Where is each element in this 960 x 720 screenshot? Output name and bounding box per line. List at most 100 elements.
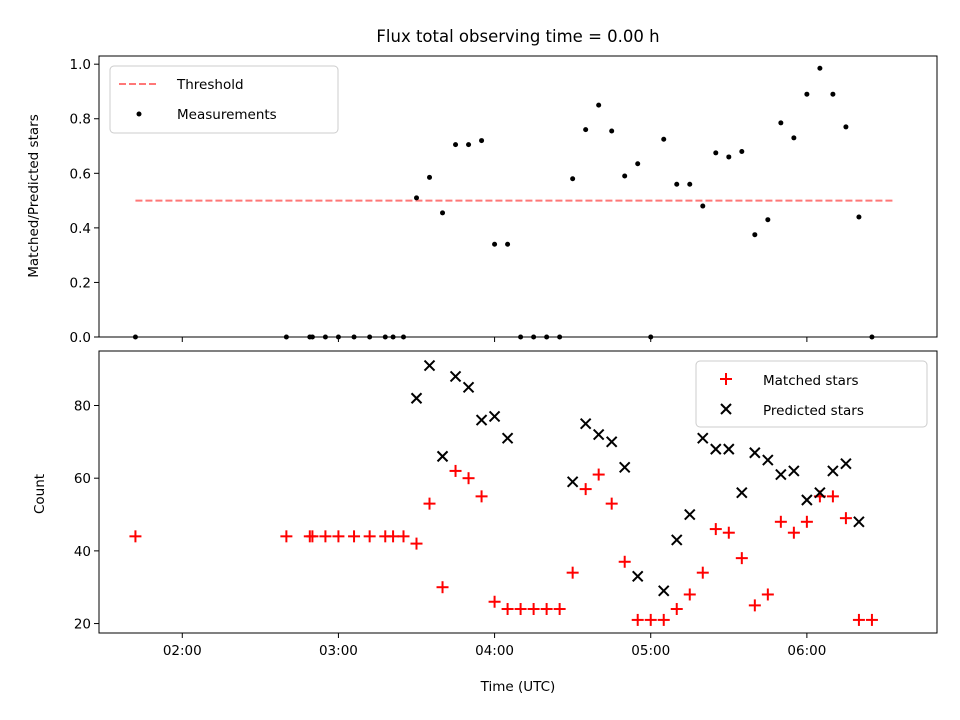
predicted-star-point-3 (449, 370, 462, 383)
matched-star-point-3 (306, 530, 319, 543)
measurement-point-34 (713, 150, 719, 156)
predicted-star-point-4 (462, 381, 475, 394)
matched-star-point-18 (501, 603, 514, 616)
predicted-star-point-25 (801, 494, 813, 506)
predicted-star-point-22 (762, 454, 774, 466)
measurement-point-11 (414, 195, 420, 201)
measurement-point-44 (843, 124, 849, 130)
matched-star-point-13 (436, 581, 449, 594)
top-y-tick-label-2: 0.4 (70, 221, 91, 237)
predicted-star-point-6 (488, 410, 501, 423)
measurement-point-12 (427, 174, 433, 180)
matched-star-point-0 (129, 530, 142, 543)
measurement-point-38 (765, 217, 771, 223)
matched-star-point-21 (540, 603, 553, 616)
top-y-axis-label: Matched/Predicted stars (26, 114, 42, 277)
measurement-point-27 (622, 173, 628, 179)
matched-star-point-22 (553, 603, 566, 616)
predicted-star-point-29 (853, 516, 865, 528)
matched-star-point-43 (826, 490, 839, 503)
measurement-point-13 (440, 210, 446, 216)
top-plot-frame (98, 55, 938, 338)
top-y-tick-label-3: 0.6 (70, 166, 91, 182)
bottom-y-tick-label-2: 60 (74, 471, 91, 487)
matched-star-point-4 (319, 530, 332, 543)
bottom-y-tick-label-0: 20 (74, 617, 91, 633)
bottom-x-tick-label-4: 06:00 (787, 643, 826, 659)
measurement-point-15 (466, 142, 472, 148)
top-y-tick-label-1: 0.2 (70, 275, 91, 291)
matched-star-point-20 (527, 603, 540, 616)
matched-star-point-45 (852, 613, 865, 626)
matched-star-point-28 (631, 613, 644, 626)
predicted-star-point-23 (775, 468, 787, 481)
measurement-point-17 (492, 241, 498, 247)
predicted-star-point-13 (632, 570, 644, 583)
predicted-star-point-9 (579, 417, 592, 430)
matched-star-point-9 (387, 530, 400, 543)
bottom-plot-frame (98, 350, 938, 634)
top-y-ticks: 0.0 0.2 0.4 0.6 0.8 1.0 (70, 57, 99, 346)
bottom-legend-box (695, 360, 928, 428)
predicted-star-point-7 (501, 432, 514, 444)
measurement-point-31 (674, 181, 680, 187)
measurement-point-36 (739, 148, 745, 154)
x-axis-label: Time (UTC) (480, 679, 556, 695)
matched-star-point-16 (475, 490, 488, 503)
matched-star-point-37 (748, 599, 761, 612)
legend-predicted-swatch (720, 403, 732, 415)
legend-predicted-label: Predicted stars (763, 403, 864, 419)
measurement-point-43 (830, 91, 836, 97)
measurement-point-25 (596, 102, 602, 108)
matched-star-point-26 (605, 497, 618, 510)
bottom-y-ticks: 20 40 60 80 (74, 399, 99, 633)
bottom-panel: Count Time (UTC) 20 40 60 80 02:00 03:00 04:0… (32, 350, 938, 695)
top-x-ticks (181, 337, 808, 342)
matched-star-point-38 (761, 588, 774, 601)
measurement-point-23 (570, 176, 576, 182)
count-points (129, 359, 878, 626)
matched-star-point-36 (735, 552, 748, 565)
measurement-point-39 (778, 120, 784, 126)
measurement-point-37 (752, 232, 758, 238)
measurement-point-26 (609, 128, 615, 134)
bottom-x-tick-label-0: 02:00 (163, 643, 202, 659)
legend-measurements-label: Measurements (177, 107, 277, 123)
top-y-tick-label-5: 1.0 (70, 57, 91, 73)
predicted-star-point-15 (671, 534, 683, 546)
measurement-point-40 (791, 135, 797, 141)
legend-measurements-swatch (136, 111, 142, 117)
matched-star-point-33 (696, 566, 709, 579)
top-panel: Flux total observing time = 0.00 h Match… (26, 27, 938, 346)
bottom-legend: Matched stars Predicted stars (695, 360, 928, 428)
measurement-point-18 (505, 241, 511, 247)
matched-star-point-12 (423, 497, 436, 510)
matched-star-point-31 (670, 603, 683, 616)
matched-star-point-32 (683, 588, 696, 601)
predicted-star-point-17 (697, 432, 709, 444)
predicted-star-point-11 (605, 436, 618, 448)
measurement-point-28 (635, 161, 641, 167)
predicted-star-point-16 (684, 508, 696, 521)
top-y-tick-label-0: 0.0 (70, 330, 91, 346)
matched-star-point-24 (579, 483, 592, 496)
legend-matched-swatch (720, 373, 732, 385)
matched-star-point-10 (397, 530, 410, 543)
matched-star-point-23 (566, 566, 579, 579)
predicted-star-point-28 (840, 457, 852, 470)
chart-title: Flux total observing time = 0.00 h (376, 27, 659, 46)
matched-star-point-29 (644, 613, 657, 626)
matched-star-point-35 (722, 526, 735, 539)
predicted-star-point-5 (475, 414, 488, 426)
bottom-x-tick-label-2: 04:00 (475, 643, 514, 659)
bottom-x-tick-label-3: 05:00 (631, 643, 670, 659)
matched-star-point-6 (348, 530, 361, 543)
measurement-point-42 (817, 65, 823, 71)
matched-star-point-19 (514, 603, 527, 616)
bottom-y-tick-label-3: 80 (74, 399, 91, 415)
matched-star-point-27 (618, 555, 631, 568)
top-y-tick-label-4: 0.8 (70, 112, 91, 128)
measurement-point-32 (687, 181, 693, 187)
top-legend-box (109, 65, 339, 134)
